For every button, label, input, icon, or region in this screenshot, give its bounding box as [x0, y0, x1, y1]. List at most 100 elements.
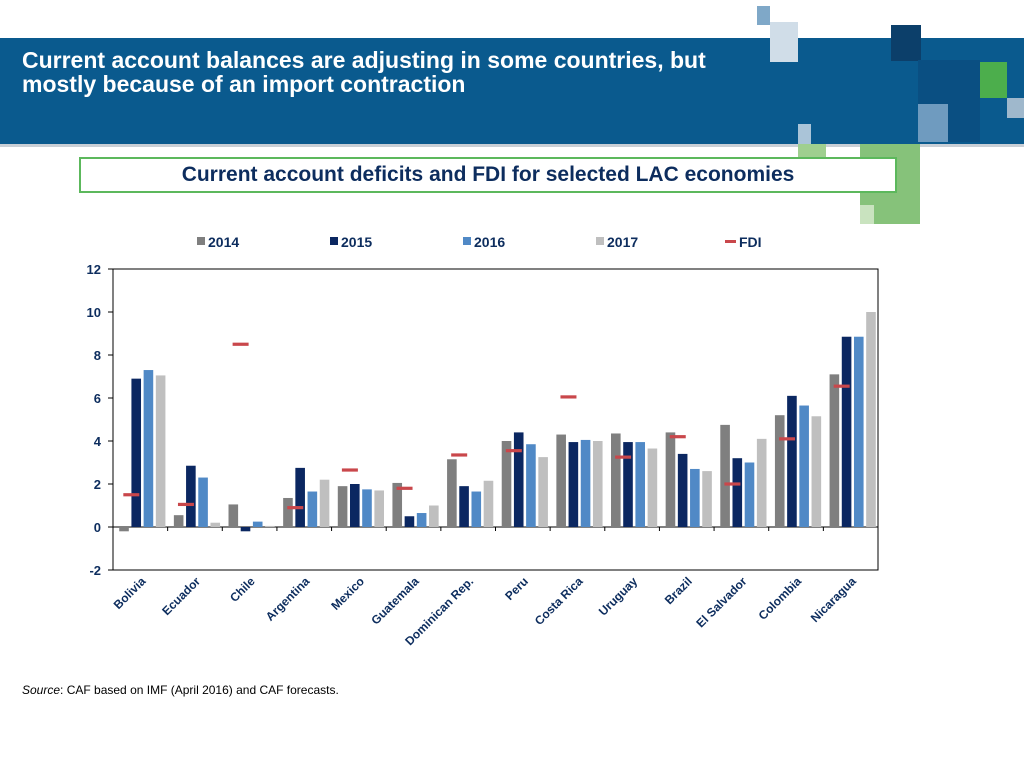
legend-swatch-fdi: [725, 240, 736, 243]
y-tick-label: 0: [94, 520, 101, 535]
bar-2016-bolivia: [143, 370, 154, 527]
bar-2016-ecuador: [198, 477, 208, 527]
bar-2017-colombia: [811, 416, 822, 527]
y-tick-label: 12: [87, 262, 101, 277]
bar-2014-dominican-rep-: [447, 459, 457, 527]
bar-2016-peru: [526, 444, 536, 527]
source-note: Source: CAF based on IMF (April 2016) an…: [22, 683, 339, 697]
y-tick-label: 2: [94, 477, 101, 492]
bar-2017-uruguay: [647, 448, 658, 527]
bar-2017-nicaragua: [866, 312, 876, 527]
bar-2015-costa-rica: [568, 442, 579, 527]
fdi-marker: [505, 449, 522, 453]
fdi-marker: [669, 435, 686, 439]
bar-2015-chile: [240, 527, 251, 532]
plot-area: [112, 268, 879, 571]
bar-2016-uruguay: [635, 442, 646, 527]
bar-2016-chile: [252, 521, 263, 527]
fdi-marker: [341, 468, 358, 472]
bar-2016-el-salvador: [744, 462, 755, 527]
decor-square: [770, 22, 798, 62]
bar-2017-costa-rica: [592, 441, 603, 527]
fdi-marker: [615, 455, 632, 459]
decor-square: [798, 124, 811, 144]
bar-2014-ecuador: [173, 515, 184, 527]
legend-label: 2015: [341, 234, 372, 250]
fdi-marker: [560, 395, 577, 399]
x-category-label: Guatemala: [368, 574, 422, 628]
bar-2014-peru: [501, 441, 512, 527]
decor-square: [860, 205, 874, 224]
title-banner: [0, 38, 1024, 144]
bar-2015-guatemala: [404, 516, 415, 527]
bar-2014-chile: [228, 504, 239, 527]
bar-2014-colombia: [774, 415, 785, 527]
x-category-label: Brazil: [662, 574, 695, 607]
y-tick-label: 6: [94, 391, 101, 406]
bar-2017-argentina: [319, 479, 330, 527]
bar-2015-colombia: [787, 395, 797, 527]
bar-2016-brazil: [690, 468, 700, 527]
bar-2017-dominican-rep-: [483, 480, 494, 527]
x-category-label: Bolivia: [111, 574, 149, 612]
bar-2015-el-salvador: [732, 458, 743, 527]
decor-square: [1007, 98, 1024, 118]
fdi-marker: [779, 437, 796, 441]
x-category-label: Peru: [502, 574, 531, 603]
legend-label: 2014: [208, 234, 239, 250]
bar-2014-mexico: [337, 486, 348, 527]
bar-2014-nicaragua: [829, 374, 840, 527]
legend-swatch-2016: [463, 237, 471, 245]
x-category-label: Mexico: [328, 574, 367, 613]
bar-2017-el-salvador: [756, 438, 767, 527]
fdi-marker: [451, 453, 468, 457]
bar-2015-peru: [513, 432, 524, 527]
bar-2014-uruguay: [611, 433, 621, 527]
bar-2015-brazil: [677, 453, 688, 527]
source-text: : CAF based on IMF (April 2016) and CAF …: [60, 683, 339, 697]
bar-2015-uruguay: [623, 442, 633, 527]
chart-subtitle-box: Current account deficits and FDI for sel…: [79, 157, 897, 193]
bar-2015-mexico: [349, 484, 360, 527]
decor-square: [798, 144, 826, 158]
legend-label: 2017: [607, 234, 638, 250]
x-category-label: Costa Rica: [532, 574, 586, 628]
decor-square: [918, 104, 948, 142]
x-category-label: Uruguay: [596, 574, 641, 619]
page-title-line: Current account balances are adjusting i…: [22, 47, 706, 73]
bar-2015-dominican-rep-: [459, 486, 469, 527]
source-label: Source: [22, 683, 61, 697]
decor-square: [980, 62, 1007, 98]
page-title-line: mostly because of an import contraction: [22, 71, 466, 97]
y-tick-label: 10: [87, 305, 101, 320]
legend-swatch-2015: [330, 237, 338, 245]
x-category-label: Argentina: [263, 574, 313, 624]
decor-square: [757, 6, 770, 25]
legend-swatch-2014: [197, 237, 205, 245]
fdi-marker: [396, 486, 413, 490]
bar-2014-brazil: [665, 432, 676, 527]
fdi-marker: [833, 384, 850, 388]
bar-2016-mexico: [362, 489, 372, 527]
bar-2016-costa-rica: [580, 439, 591, 527]
legend-label: 2016: [474, 234, 505, 250]
fdi-marker: [232, 342, 249, 346]
fdi-marker: [177, 502, 194, 507]
bar-2014-costa-rica: [556, 434, 566, 527]
bar-2016-colombia: [799, 405, 809, 527]
bar-2017-chile: [265, 525, 275, 527]
y-tick-label: -2: [89, 563, 101, 578]
bar-2017-ecuador: [210, 522, 221, 527]
page-title: Current account balances are adjusting i…: [22, 48, 822, 96]
legend-label: FDI: [739, 234, 762, 250]
x-category-label: Nicaragua: [808, 574, 859, 625]
bar-2014-bolivia: [119, 527, 129, 532]
bar-2017-bolivia: [155, 375, 166, 527]
bar-2016-guatemala: [416, 513, 427, 527]
bar-2015-nicaragua: [841, 336, 852, 527]
bar-2015-ecuador: [186, 465, 196, 527]
bar-2015-argentina: [295, 467, 305, 527]
bar-2014-el-salvador: [720, 424, 730, 527]
fdi-marker: [123, 493, 140, 497]
